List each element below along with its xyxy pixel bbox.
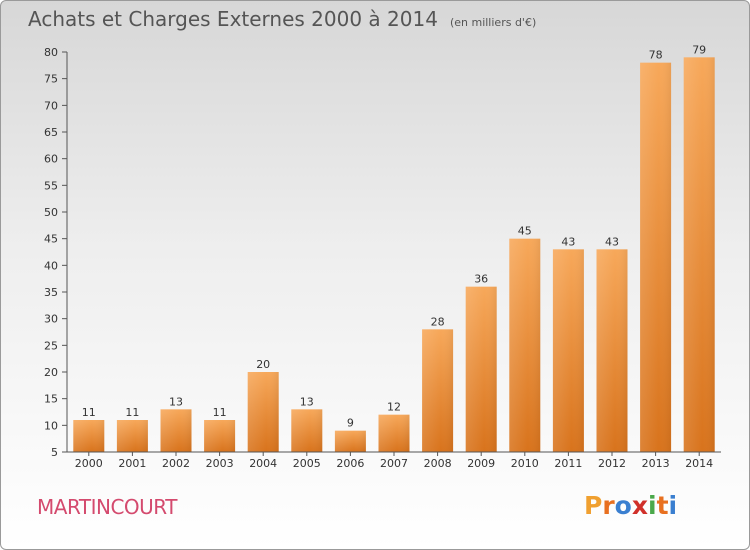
bar-shade <box>640 62 672 453</box>
x-tick-label: 2008 <box>424 457 452 470</box>
y-tick-label: 30 <box>44 313 58 326</box>
bars: 11 11 13 11 20 13 9 12 28 36 45 43 43 78 79 <box>73 43 715 453</box>
x-tick-label: 2014 <box>685 457 713 470</box>
x-tick-label: 2004 <box>249 457 277 470</box>
logo-letter: o <box>614 491 632 520</box>
y-tick-label: 35 <box>44 286 58 299</box>
bar-shade <box>552 249 584 452</box>
x-tick-label: 2002 <box>162 457 190 470</box>
bar-shade <box>247 372 279 452</box>
chart-title-text: Achats et Charges Externes 2000 à 2014 <box>28 7 438 31</box>
bar-value-label: 79 <box>692 43 706 56</box>
bar-value-label: 9 <box>347 417 354 430</box>
commune-name: MARTINCOURT <box>37 495 177 519</box>
y-tick-label: 15 <box>44 393 58 406</box>
y-tick-label: 10 <box>44 419 58 432</box>
bar-shade <box>291 409 323 452</box>
x-tick-label: 2003 <box>206 457 234 470</box>
y-tick-label: 45 <box>44 233 58 246</box>
bar-value-label: 78 <box>649 49 663 62</box>
bar-shade <box>116 420 148 452</box>
y-tick-label: 5 <box>51 446 58 459</box>
bar-value-label: 13 <box>169 395 183 408</box>
y-tick-label: 60 <box>44 153 58 166</box>
bar-value-label: 20 <box>256 358 270 371</box>
y-tick-label: 75 <box>44 73 58 86</box>
y-tick-label: 25 <box>44 339 58 352</box>
logo-letter: t <box>656 491 669 520</box>
bar-shade <box>378 414 410 452</box>
bar-value-label: 43 <box>605 235 619 248</box>
bar-value-label: 11 <box>125 406 139 419</box>
y-tick-label: 70 <box>44 99 58 112</box>
x-tick-label: 2009 <box>467 457 495 470</box>
x-tick-label: 2012 <box>598 457 626 470</box>
x-tick-label: 2007 <box>380 457 408 470</box>
logo-letter: P <box>584 491 603 520</box>
bar-shade <box>683 57 715 452</box>
bar-value-label: 13 <box>300 395 314 408</box>
y-tick-label: 55 <box>44 179 58 192</box>
bar-value-label: 11 <box>213 406 227 419</box>
bar-shade <box>334 430 366 452</box>
bar-shade <box>422 329 454 452</box>
bar-value-label: 43 <box>561 235 575 248</box>
bar-shade <box>596 249 628 452</box>
bar-shade <box>465 286 497 452</box>
bar-value-label: 45 <box>518 225 532 238</box>
bar-value-label: 12 <box>387 401 401 414</box>
y-tick-label: 20 <box>44 366 58 379</box>
y-tick-label: 50 <box>44 206 58 219</box>
bar-shade <box>73 420 105 452</box>
bar-value-label: 11 <box>82 406 96 419</box>
x-axis: 2000 2001 2002 2003 2004 2005 2006 2007 2008 2009… <box>67 451 721 470</box>
x-tick-label: 2011 <box>554 457 582 470</box>
bar-shade <box>160 409 192 452</box>
bar-shade <box>204 420 236 452</box>
logo-letter: i <box>648 491 657 520</box>
x-tick-label: 2006 <box>336 457 364 470</box>
x-tick-label: 2001 <box>118 457 146 470</box>
x-tick-label: 2013 <box>642 457 670 470</box>
y-tick-label: 40 <box>44 259 58 272</box>
logo-letter: i <box>668 491 678 520</box>
logo-letter: r <box>602 491 615 520</box>
x-tick-label: 2000 <box>75 457 103 470</box>
chart-subtitle: (en milliers d'€) <box>449 16 537 29</box>
x-tick-label: 2010 <box>511 457 539 470</box>
y-tick-label: 80 <box>44 46 58 59</box>
logo-letter: x <box>631 491 648 520</box>
bar-value-label: 28 <box>431 315 445 328</box>
bar-shade <box>509 238 541 452</box>
y-axis: 5 10 15 20 25 30 35 40 45 50 55 60 65 70 75 80 <box>44 46 68 459</box>
bar-value-label: 36 <box>474 273 488 286</box>
proxiti-logo: Proxiti <box>584 491 677 520</box>
chart-title: Achats et Charges Externes 2000 à 2014 (e… <box>28 7 536 31</box>
y-tick-label: 65 <box>44 126 58 139</box>
x-tick-label: 2005 <box>293 457 321 470</box>
